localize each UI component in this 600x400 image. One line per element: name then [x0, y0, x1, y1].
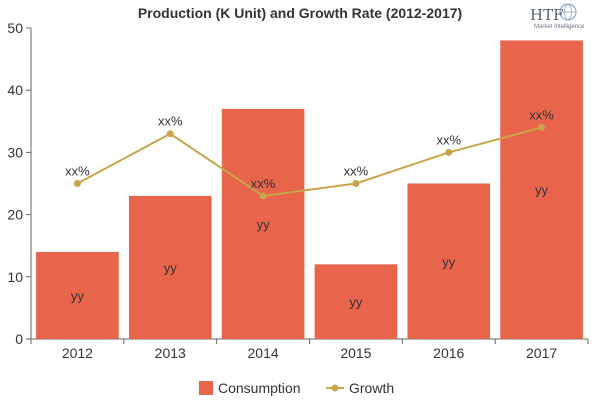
legend: Consumption Growth — [199, 380, 394, 396]
consumption-bar[interactable] — [36, 251, 119, 339]
x-tick-label: 2016 — [433, 345, 464, 361]
growth-point-label: xx% — [65, 164, 90, 179]
growth-point[interactable] — [259, 192, 267, 200]
growth-point-label: xx% — [436, 132, 461, 147]
consumption-bar[interactable] — [314, 264, 398, 339]
consumption-bars — [36, 40, 583, 339]
y-tick-label: 20 — [7, 207, 23, 223]
x-tick-label: 2017 — [526, 345, 557, 361]
consumption-bar-label: yy — [535, 183, 549, 198]
growth-point-label: xx% — [158, 114, 183, 129]
chart-title: Production (K Unit) and Growth Rate (201… — [138, 5, 462, 21]
growth-point[interactable] — [73, 180, 81, 187]
consumption-bar-labels: yy yy yy yy yy yy — [71, 183, 549, 310]
growth-point[interactable] — [352, 180, 360, 187]
growth-line — [73, 124, 546, 200]
consumption-bar-label: yy — [71, 288, 85, 303]
legend-swatch-growth-dot — [331, 384, 339, 392]
logo-subtext: Market Intelligence — [534, 24, 585, 30]
growth-point-label: xx% — [251, 176, 276, 191]
x-tick-label: 2015 — [340, 345, 371, 361]
x-tick-label: 2013 — [155, 345, 186, 361]
x-tick-label: 2014 — [248, 345, 279, 361]
y-tick-label: 50 — [7, 20, 23, 36]
growth-line-path — [76, 126, 542, 197]
growth-point-labels: xx% xx% xx% xx% xx% xx% — [65, 108, 554, 191]
consumption-bar-label: yy — [442, 254, 456, 269]
consumption-bar[interactable] — [221, 108, 305, 339]
growth-point[interactable] — [166, 130, 174, 138]
x-tick-label: 2012 — [62, 345, 93, 361]
consumption-bar-label: yy — [257, 217, 271, 232]
y-axis: 0 10 20 30 40 50 — [7, 20, 32, 347]
legend-label-growth[interactable]: Growth — [349, 380, 394, 396]
y-tick-label: 0 — [15, 331, 23, 347]
logo-text: HTF — [530, 6, 564, 24]
growth-point-label: xx% — [529, 108, 554, 123]
y-tick-label: 30 — [7, 144, 23, 160]
consumption-bar[interactable] — [407, 183, 491, 340]
consumption-bar-label: yy — [349, 295, 363, 310]
logo: HTF Market Intelligence — [530, 3, 585, 30]
x-axis: 2012 2013 2014 2015 2016 2017 — [30, 338, 589, 361]
legend-label-consumption[interactable]: Consumption — [218, 380, 301, 396]
consumption-bar[interactable] — [128, 195, 212, 339]
growth-point-label: xx% — [344, 164, 369, 179]
growth-point[interactable] — [538, 124, 546, 132]
growth-point[interactable] — [445, 148, 453, 156]
consumption-bar[interactable] — [500, 40, 583, 339]
legend-swatch-consumption[interactable] — [199, 381, 213, 395]
consumption-bar-label: yy — [164, 260, 178, 275]
y-tick-label: 40 — [7, 82, 23, 98]
y-tick-label: 10 — [7, 269, 23, 285]
